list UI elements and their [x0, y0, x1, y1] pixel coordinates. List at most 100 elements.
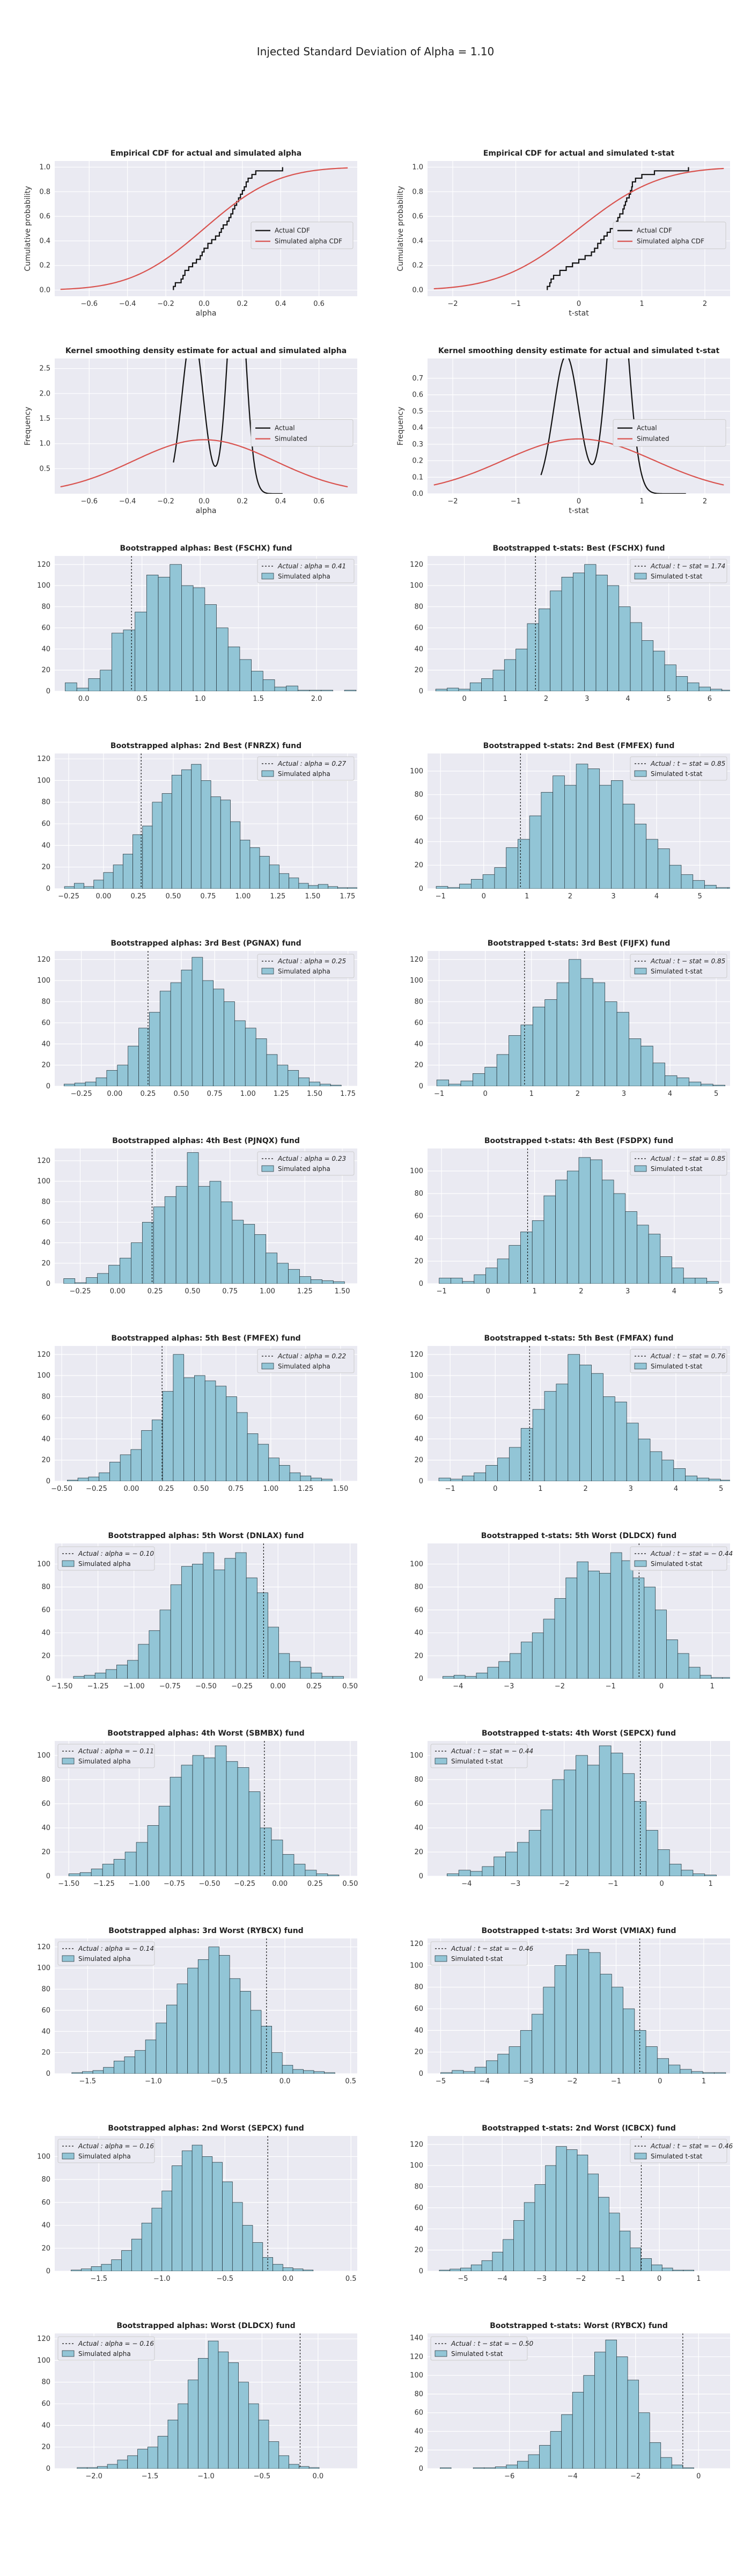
histogram-bar: [539, 2445, 551, 2469]
y-tick-label: 60: [41, 1218, 50, 1226]
y-tick-label: 100: [410, 2162, 423, 2170]
x-tick-label: 1.50: [333, 1485, 348, 1493]
histogram-bar: [494, 867, 507, 889]
y-tick-label: 80: [414, 1984, 423, 1992]
histogram-bar: [130, 1449, 142, 1481]
y-tick-label: 0: [419, 2267, 423, 2275]
legend-swatch: [435, 2350, 447, 2357]
y-tick-label: 60: [41, 1414, 50, 1422]
x-tick-label: 0.75: [228, 1485, 244, 1493]
x-tick-label: 1.5: [253, 695, 264, 703]
histogram-bar: [216, 627, 229, 691]
x-tick-label: 1.25: [298, 1485, 313, 1493]
series-line-1: [60, 439, 348, 488]
x-tick-label: 5: [667, 695, 671, 703]
y-tick-label: 40: [414, 1235, 423, 1243]
histogram-bar: [100, 670, 112, 691]
x-tick-label: −0.2: [157, 300, 174, 308]
histogram-bar: [588, 1952, 601, 2074]
histogram-bar: [497, 1458, 510, 1481]
x-tick-label: 2: [576, 1090, 580, 1098]
y-tick-label: 140: [410, 2334, 423, 2343]
histogram-bar: [289, 2464, 299, 2469]
y-tick-label: 120: [410, 956, 423, 964]
legend-label: Actual: [637, 425, 657, 432]
y-tick-label: 100: [37, 977, 50, 985]
y-tick-label: 40: [414, 838, 423, 846]
histogram-bar: [173, 1354, 185, 1481]
y-tick-label: 0: [419, 2465, 423, 2473]
y-tick-label: 40: [41, 2421, 50, 2429]
histogram-bar: [268, 1458, 279, 1481]
histogram-bar: [520, 1024, 533, 1086]
histogram-bar: [75, 1282, 87, 1284]
histogram-bar: [509, 1447, 521, 1481]
histogram-bar: [86, 1277, 98, 1284]
y-tick-label: 100: [37, 2357, 50, 2365]
histogram-bar: [250, 2010, 262, 2074]
histogram-bar: [543, 1987, 555, 2074]
chart-title: Bootstrapped t-stats: 2nd Best (FMFEX) f…: [483, 742, 675, 750]
chart-title: Bootstrapped t-stats: Worst (RYBCX) fund: [490, 2322, 668, 2330]
legend-box: [57, 1941, 155, 1966]
y-tick-label: 0.8: [39, 188, 50, 196]
x-tick-label: −4: [497, 2275, 507, 2283]
histogram-bar: [224, 1558, 236, 1679]
plot-marks: [73, 1543, 344, 1679]
y-tick-label: 40: [41, 1629, 50, 1637]
x-tick-label: 0.00: [95, 892, 111, 901]
y-tick-label: 60: [41, 1019, 50, 1027]
x-tick-label: −0.50: [195, 1682, 217, 1690]
histogram-bar: [311, 1279, 322, 1284]
histogram-bar: [97, 2466, 108, 2469]
histogram-bar: [131, 2238, 142, 2271]
y-tick-label: 1.0: [412, 163, 423, 171]
histogram-bar: [279, 1465, 290, 1481]
histogram-bar: [644, 1586, 656, 1679]
legend-swatch: [634, 1363, 647, 1370]
x-tick-label: −1: [511, 497, 521, 506]
histogram-bar: [665, 1075, 678, 1086]
x-tick-label: 1.50: [305, 892, 320, 901]
histogram-bar: [509, 2046, 521, 2074]
histogram-bar: [181, 970, 193, 1086]
histogram-bar: [646, 1830, 658, 1876]
histogram-bar: [607, 585, 620, 691]
histogram-bar: [71, 2270, 82, 2271]
y-tick-label: 0.1: [412, 473, 423, 481]
y-tick-label: 100: [37, 1177, 50, 1185]
chart-title: Bootstrapped t-stats: 5th Best (FMFAX) f…: [484, 1334, 673, 1343]
histogram-bar: [282, 1854, 294, 1876]
histogram-bar: [497, 1258, 510, 1284]
histogram-bar: [149, 1012, 160, 1086]
x-tick-label: −1.00: [123, 1682, 145, 1690]
y-tick-label: 0.2: [39, 262, 50, 270]
histogram-bar: [130, 1242, 143, 1284]
y-tick-label: 80: [41, 1986, 50, 1994]
histogram-bar: [167, 2419, 179, 2469]
plot-marks: [436, 951, 725, 1086]
histogram-bar: [605, 2339, 617, 2469]
y-tick-label: 20: [414, 1848, 423, 1856]
x-tick-label: 1: [708, 1880, 712, 1888]
histogram-bar: [192, 957, 203, 1086]
plot-marks: [438, 1346, 730, 1481]
x-tick-label: −1: [606, 1682, 616, 1690]
histogram-bar: [210, 796, 221, 889]
y-tick-label: 80: [41, 1583, 50, 1591]
histogram-bar: [556, 2146, 567, 2271]
histogram-bar: [702, 2072, 715, 2074]
histogram-bar: [733, 690, 745, 691]
histogram-bar: [84, 886, 94, 889]
legend-label: Actual : alpha = 0.27: [277, 760, 347, 767]
histogram-bar: [492, 670, 505, 691]
chart-panel-22: −2.0 −1.5 −1.0 −0.5 0.0 0 20 40 60 80 100 120 Bootst…: [37, 2322, 357, 2480]
histogram-bar: [92, 2070, 104, 2074]
histogram-bar: [204, 1380, 216, 1481]
histogram-bar: [192, 1564, 204, 1679]
histogram-bar: [685, 1475, 697, 1481]
histogram-bar: [300, 1667, 312, 1679]
plot-marks: [63, 1148, 345, 1284]
legend-label: Simulated alpha: [278, 770, 330, 778]
